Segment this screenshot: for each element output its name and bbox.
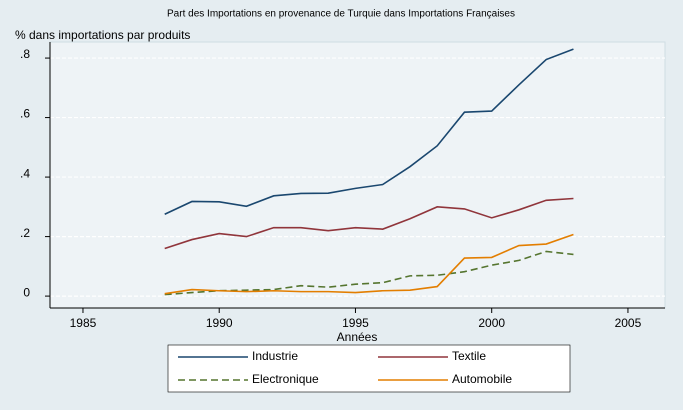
y-tick-label: .4	[20, 166, 30, 180]
series-line	[164, 197, 574, 250]
x-tick-label: 2005	[615, 316, 642, 330]
legend-label: Electronique	[252, 372, 319, 386]
x-tick-label: 1995	[342, 316, 369, 330]
chart-title: Part des Importations en provenance de T…	[167, 9, 515, 20]
legend-label: Automobile	[452, 372, 512, 386]
series-line	[164, 48, 574, 215]
y-tick-label: .6	[20, 107, 30, 121]
y-tick-label: .8	[20, 47, 30, 61]
series-line	[164, 233, 574, 295]
y-axis-label: % dans importations par produits	[15, 28, 190, 42]
x-tick-label: 1990	[206, 316, 233, 330]
y-tick-label: .2	[20, 226, 30, 240]
legend-label: Industrie	[252, 349, 298, 363]
y-tick-label: 0	[23, 285, 30, 299]
x-tick-label: 1985	[70, 316, 97, 330]
x-tick-label: 2000	[478, 316, 505, 330]
plot-area	[49, 41, 666, 309]
legend	[167, 344, 571, 393]
legend-label: Textile	[452, 349, 486, 363]
x-axis-label: Années	[337, 330, 378, 344]
